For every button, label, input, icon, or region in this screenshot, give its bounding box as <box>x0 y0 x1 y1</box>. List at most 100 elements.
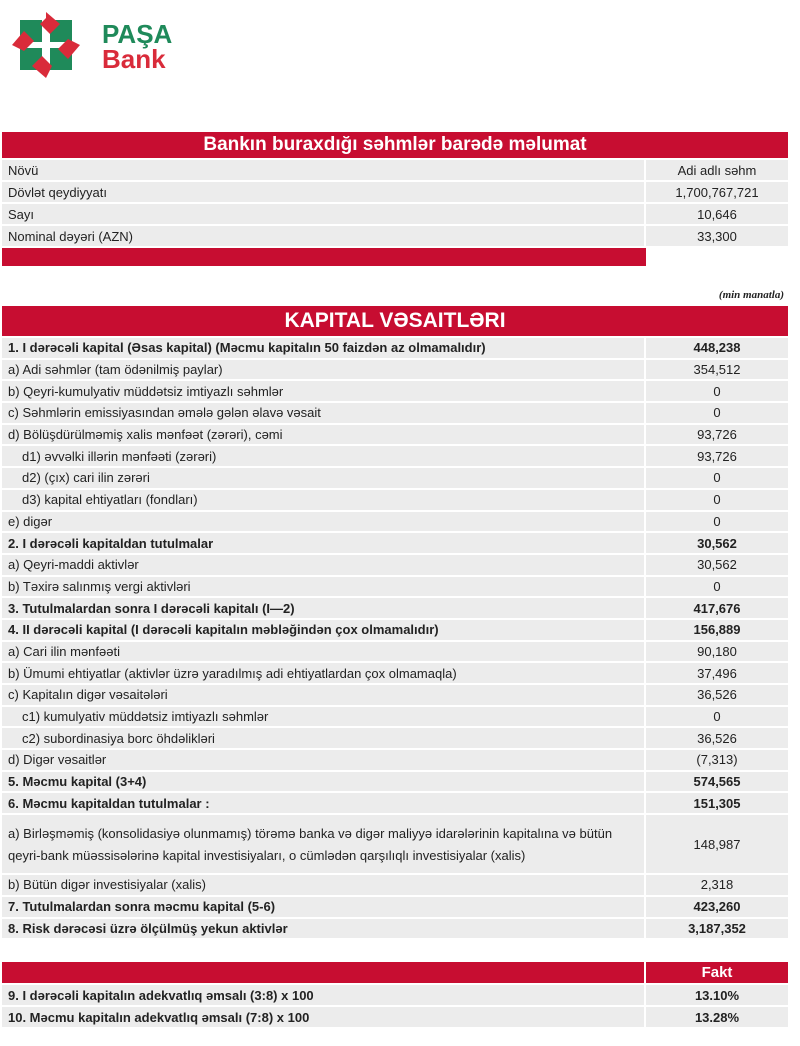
row-value: 30,562 <box>646 554 788 575</box>
row-value: 0 <box>646 511 788 532</box>
table-row: d) Digər vəsaitlər (7,313) <box>2 750 788 770</box>
row-value: 13.28% <box>646 1007 788 1027</box>
row-label: Növü <box>2 160 644 180</box>
row-value: 93,726 <box>646 424 788 445</box>
row-value: 151,305 <box>646 793 788 814</box>
row-label: c2) subordinasiya borc öhdəlikləri <box>2 728 644 749</box>
logo-wordmark: PAŞA Bank <box>102 21 172 74</box>
table-row: 10. Məcmu kapitalın adekvatlıq əmsalı (7… <box>2 1007 788 1027</box>
row-value: 30,562 <box>646 533 788 553</box>
table-row: d) Bölüşdürülməmiş xalis mənfəət (zərəri… <box>2 424 788 445</box>
table-row: c) Səhmlərin emissiyasından əmələ gələn … <box>2 403 788 423</box>
row-value: 0 <box>646 403 788 423</box>
pasha-bank-logo: PAŞA Bank <box>10 10 172 80</box>
table-row: d2) (çıx) cari ilin zərəri 0 <box>2 468 788 488</box>
row-label: c1) kumulyativ müddətsiz imtiyazlı səhml… <box>2 706 644 727</box>
row-label: Dövlət qeydiyyatı <box>2 182 644 202</box>
table-row: Sayı 10,646 <box>2 204 788 224</box>
row-value: 33,300 <box>646 226 788 246</box>
table-row: Dövlət qeydiyyatı 1,700,767,721 <box>2 182 788 202</box>
row-label: c) Kapitalın digər vəsaitələri <box>2 685 644 705</box>
row-label: Sayı <box>2 204 644 224</box>
row-label: a) Birləşməmiş (konsolidasiyə olunmamış)… <box>2 815 644 874</box>
row-label: d) Digər vəsaitlər <box>2 750 644 770</box>
row-label: d3) kapital ehtiyatları (fondları) <box>2 489 644 510</box>
row-label: b) Qeyri-kumulyativ müddətsiz imtiyazlı … <box>2 381 644 402</box>
table-row: b) Bütün digər investisiyalar (xalis) 2,3… <box>2 875 788 895</box>
row-label: 8. Risk dərəcəsi üzrə ölçülmüş yekun akt… <box>2 918 644 939</box>
row-value: 3,187,352 <box>646 918 788 939</box>
row-value: 1,700,767,721 <box>646 182 788 202</box>
row-label: a) Adi səhmlər (tam ödənilmiş paylar) <box>2 359 644 380</box>
row-label: c) Səhmlərin emissiyasından əmələ gələn … <box>2 403 644 423</box>
table-row: d1) əvvəlki illərin mənfəəti (zərəri) 93,… <box>2 446 788 467</box>
shares-table-title: Bankın buraxdığı səhmlər barədə məlumat <box>2 132 788 158</box>
row-label: 7. Tutulmalardan sonra məcmu kapital (5-… <box>2 896 644 917</box>
table-row: 4. II dərəcəli kapital (I dərəcəli kapit… <box>2 619 788 640</box>
row-label: 4. II dərəcəli kapital (I dərəcəli kapit… <box>2 619 644 640</box>
row-value: (7,313) <box>646 750 788 770</box>
unit-note: (min manatla) <box>718 289 784 301</box>
shares-table: Bankın buraxdığı səhmlər barədə məlumat … <box>2 132 788 266</box>
row-label: b) Bütün digər investisiyalar (xalis) <box>2 875 644 895</box>
table-row: 6. Məcmu kapitaldan tutulmalar :151,305 <box>2 793 788 814</box>
row-value: Adi adlı səhm <box>646 160 788 180</box>
row-value: 423,260 <box>646 896 788 917</box>
table-row: d3) kapital ehtiyatları (fondları) 0 <box>2 489 788 510</box>
table-row: 1. I dərəcəli kapital (Əsas kapital) (Mə… <box>2 338 788 358</box>
row-label: 10. Məcmu kapitalın adekvatlıq əmsalı (7… <box>2 1007 644 1027</box>
row-value: 2,318 <box>646 875 788 895</box>
row-value: 354,512 <box>646 359 788 380</box>
row-value: 0 <box>646 468 788 488</box>
row-label: 3. Tutulmalardan sonra I dərəcəli kapita… <box>2 598 644 618</box>
capital-table-title: KAPITAL VƏSAITLƏRI <box>2 306 788 336</box>
table-row: Növü Adi adlı səhm <box>2 160 788 180</box>
row-value: 90,180 <box>646 641 788 662</box>
row-value: 156,889 <box>646 619 788 640</box>
row-value: 37,496 <box>646 663 788 683</box>
table-row: 2. I dərəcəli kapitaldan tutulmalar 30,56… <box>2 533 788 553</box>
table-row: b) Qeyri-kumulyativ müddətsiz imtiyazlı … <box>2 381 788 402</box>
table-row: 7. Tutulmalardan sonra məcmu kapital (5-… <box>2 896 788 917</box>
table-row: a) Birləşməmiş (konsolidasiyə olunmamış)… <box>2 815 788 874</box>
row-label: Nominal dəyəri (AZN) <box>2 226 644 246</box>
logo-line-bank: Bank <box>102 44 166 74</box>
row-label: a) Cari ilin mənfəəti <box>2 641 644 662</box>
table-row: a) Qeyri-maddi aktivlər 30,562 <box>2 554 788 575</box>
row-value: 0 <box>646 706 788 727</box>
capital-table: KAPITAL VƏSAITLƏRI 1. I dərəcəli kapital… <box>2 306 788 940</box>
table-row: c) Kapitalın digər vəsaitələri 36,526 <box>2 685 788 705</box>
row-value: 0 <box>646 489 788 510</box>
table-row: a) Adi səhmlər (tam ödənilmiş paylar) 354… <box>2 359 788 380</box>
table-row: 3. Tutulmalardan sonra I dərəcəli kapita… <box>2 598 788 618</box>
table-row: 5. Məcmu kapital (3+4) 574,565 <box>2 771 788 792</box>
table-row: Nominal dəyəri (AZN) 33,300 <box>2 226 788 246</box>
shares-table-footer-bar <box>2 248 646 266</box>
adequacy-table: Fakt 9. I dərəcəli kapitalın adekvatlıq … <box>2 962 788 1029</box>
row-label: d) Bölüşdürülməmiş xalis mənfəət (zərəri… <box>2 424 644 445</box>
row-value: 10,646 <box>646 204 788 224</box>
row-label: 1. I dərəcəli kapital (Əsas kapital) (Mə… <box>2 338 644 358</box>
table-row: a) Cari ilin mənfəəti 90,180 <box>2 641 788 662</box>
row-value: 417,676 <box>646 598 788 618</box>
table-row: 8. Risk dərəcəsi üzrə ölçülmüş yekun akt… <box>2 918 788 939</box>
row-value: 13.10% <box>646 985 788 1005</box>
table-row: 9. I dərəcəli kapitalın adekvatlıq əmsal… <box>2 985 788 1005</box>
row-label: 9. I dərəcəli kapitalın adekvatlıq əmsal… <box>2 985 644 1005</box>
row-label: d1) əvvəlki illərin mənfəəti (zərəri) <box>2 446 644 467</box>
row-label: 5. Məcmu kapital (3+4) <box>2 771 644 792</box>
row-label: e) digər <box>2 511 644 532</box>
row-label: b) Təxirə salınmış vergi aktivləri <box>2 576 644 597</box>
row-value: 36,526 <box>646 685 788 705</box>
row-value: 448,238 <box>646 338 788 358</box>
row-value: 574,565 <box>646 771 788 792</box>
table-row: c2) subordinasiya borc öhdəlikləri 36,526 <box>2 728 788 749</box>
table-row: e) digər 0 <box>2 511 788 532</box>
row-label: b) Ümumi ehtiyatlar (aktivlər üzrə yarad… <box>2 663 644 683</box>
table-row: b) Təxirə salınmış vergi aktivləri 0 <box>2 576 788 597</box>
row-label: d2) (çıx) cari ilin zərəri <box>2 468 644 488</box>
adequacy-header-fakt: Fakt <box>646 962 788 983</box>
row-value: 0 <box>646 576 788 597</box>
table-row: c1) kumulyativ müddətsiz imtiyazlı səhml… <box>2 706 788 727</box>
row-value: 93,726 <box>646 446 788 467</box>
